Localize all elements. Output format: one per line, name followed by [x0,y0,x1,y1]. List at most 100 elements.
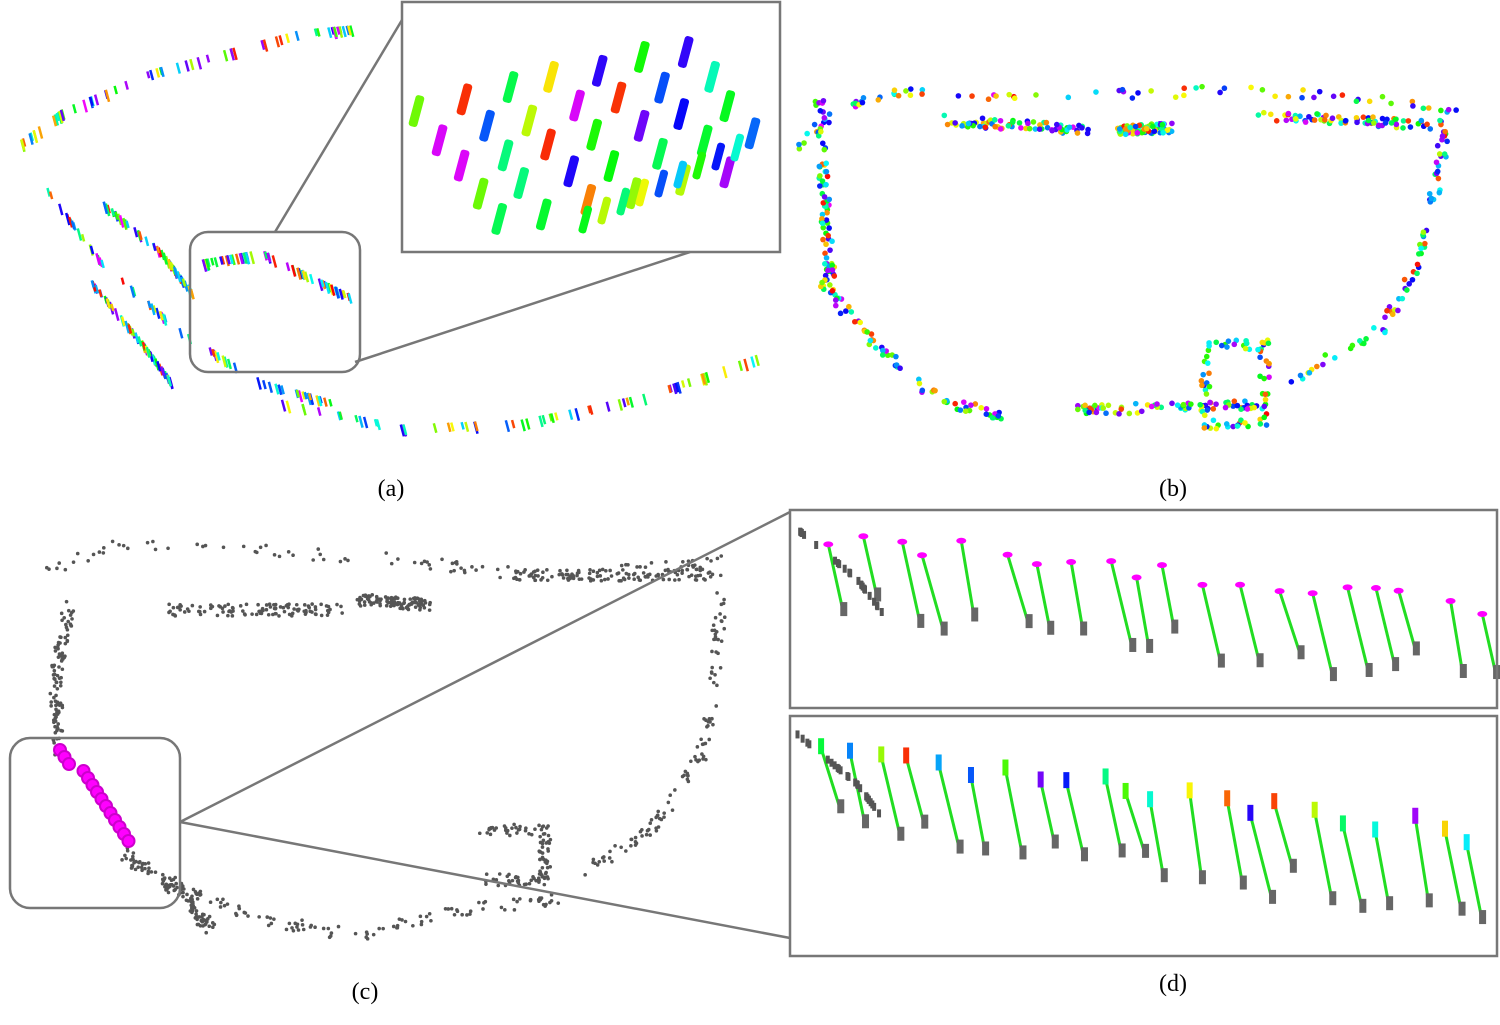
point-segment [294,30,300,42]
point [1322,352,1329,358]
point [277,554,282,559]
point-segment [110,303,115,312]
point [446,907,451,911]
pole-top [1131,574,1142,581]
point [633,843,638,847]
point [1143,125,1150,132]
point-segment [320,279,325,288]
point [805,738,810,747]
pole-axis [1109,560,1134,649]
point [1400,125,1406,131]
point [359,597,364,602]
point [197,915,202,919]
point [624,849,628,853]
point [460,912,464,917]
point [696,759,700,764]
point-segment [204,258,211,271]
point-segment [277,384,283,396]
point [1424,121,1430,128]
point [55,673,60,678]
point-segment [373,418,379,427]
point [515,899,519,904]
pole-top [1441,820,1448,837]
point-segment [242,252,248,264]
point [587,576,591,580]
point [632,577,636,582]
point [321,926,326,931]
pole-base [1392,657,1400,672]
point [885,352,891,359]
point [548,900,552,905]
point [1242,345,1249,352]
point-segment [722,365,728,379]
point [1201,412,1208,419]
point [187,609,191,614]
pole-base [1297,645,1305,660]
point [655,813,660,818]
point-segment [667,384,672,394]
point [819,140,826,147]
point [385,597,389,602]
point [817,108,824,114]
point [640,834,644,838]
point [1437,117,1443,124]
point [609,574,614,578]
point [819,178,826,184]
point [146,871,150,876]
point [1122,131,1129,138]
point [474,568,478,572]
point [648,821,653,826]
point [190,906,194,911]
point [336,924,341,929]
point-segment [51,115,58,127]
point [238,604,243,608]
pole-axis [1188,792,1204,881]
point [191,901,195,906]
point [837,560,842,569]
pole-axis [879,756,902,838]
point [1033,92,1039,98]
point [656,825,661,829]
point [662,815,666,819]
point [419,561,424,566]
point-segment [327,27,333,39]
point [290,614,294,618]
point [544,870,548,875]
point [815,133,822,139]
point [1158,404,1165,411]
point [364,930,369,934]
point [190,897,194,902]
point [686,773,690,778]
point [540,825,545,829]
point [1213,339,1220,346]
point-segment [278,35,284,46]
point [1160,129,1166,136]
point-segment [110,208,116,217]
pole-top [1307,590,1318,597]
point [368,594,372,599]
point [867,591,872,600]
point [102,546,106,550]
point [708,575,713,579]
point [518,571,523,576]
point-segment [591,54,608,87]
point-segment [120,316,126,327]
point-segment [408,95,425,127]
point-segment [59,109,66,122]
point-segment [76,228,83,241]
point [511,897,516,902]
point-segment [208,347,214,356]
pole-base [1329,667,1337,682]
point-segment [677,36,694,68]
point [483,899,488,904]
point-segment [176,270,182,283]
point [821,194,828,200]
point [801,140,807,146]
point [1150,123,1156,130]
point-segment [175,62,181,74]
point-segment [362,416,369,429]
point [702,577,706,581]
point-segment [446,422,452,433]
point [123,853,127,858]
point [667,577,672,582]
